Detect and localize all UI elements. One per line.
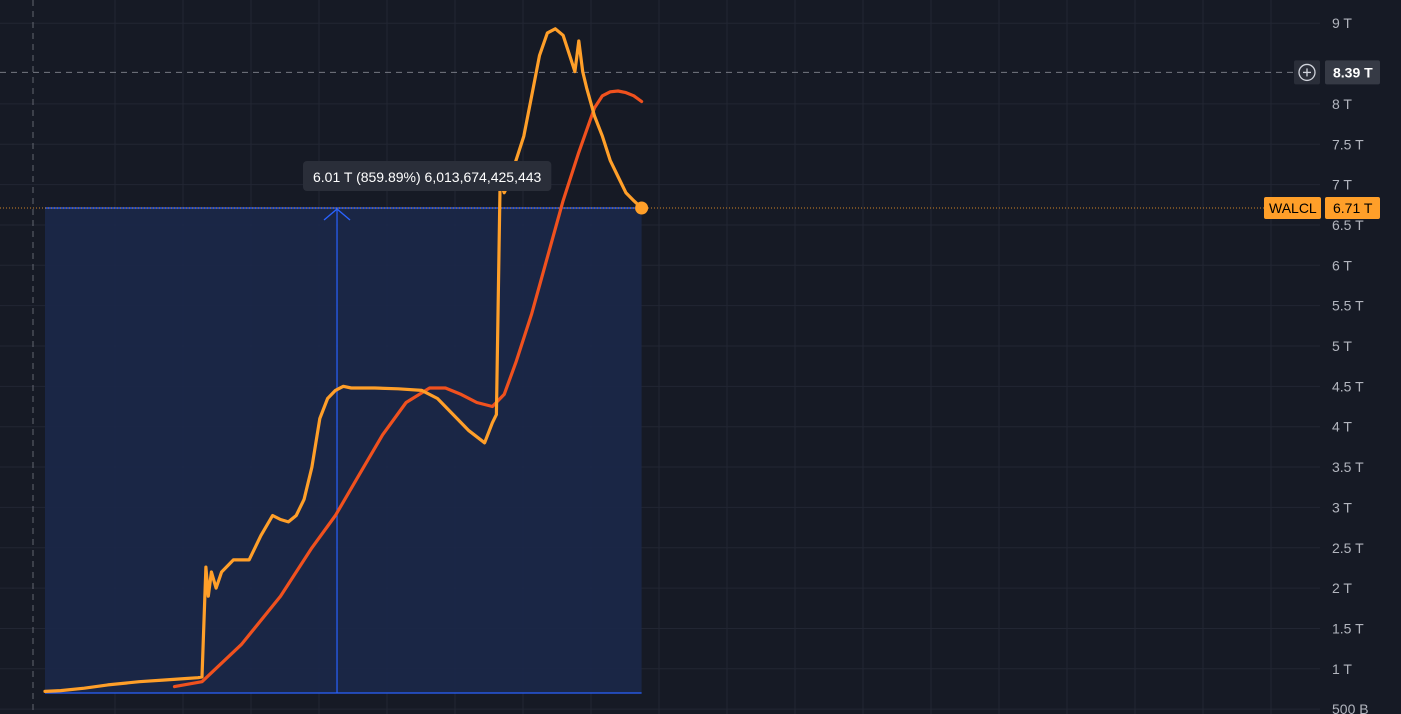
y-tick-label: 5.5 T: [1332, 298, 1364, 314]
y-tick-label: 2 T: [1332, 580, 1352, 596]
crosshair-price-label: 8.39 T: [1333, 64, 1373, 80]
y-tick-label: 5 T: [1332, 338, 1352, 354]
y-tick-label: 7.5 T: [1332, 136, 1364, 152]
series-name-tag: WALCL: [1264, 197, 1321, 220]
series-line: [43, 27, 644, 694]
measure-arrowhead: [323, 208, 351, 221]
series-line: [172, 89, 644, 689]
price-axis[interactable]: 500 B 1 T 1.5 T 2 T 2.5 T 3 T 3.5 T 4 T 4.5 T 5 T…: [1332, 15, 1369, 714]
y-tick-label: 4.5 T: [1332, 378, 1364, 394]
measure-range-box[interactable]: [45, 208, 642, 694]
crosshair-price-tag: 8.39 T: [1325, 60, 1380, 85]
last-price-tag: 6.71 T: [1325, 197, 1380, 220]
measure-tooltip-label: 6.01 T (859.89%) 6,013,674,425,443: [313, 169, 542, 185]
y-tick-label: 500 B: [1332, 701, 1369, 714]
last-price-label: 6.71 T: [1333, 200, 1373, 216]
series-layer: [43, 27, 644, 694]
series-name-label: WALCL: [1269, 200, 1317, 216]
y-tick-label: 6.5 T: [1332, 217, 1364, 233]
y-tick-label: 1 T: [1332, 661, 1352, 677]
crosshair-price-tag-background: [1325, 60, 1380, 85]
measure-tooltip: 6.01 T (859.89%) 6,013,674,425,443: [303, 161, 552, 191]
y-tick-label: 8 T: [1332, 96, 1352, 112]
y-tick-label: 3.5 T: [1332, 459, 1364, 475]
y-tick-label: 4 T: [1332, 419, 1352, 435]
series-name-tag-background: [1264, 197, 1321, 220]
last-value-dot: [635, 201, 649, 215]
y-tick-label: 6 T: [1332, 257, 1352, 273]
y-tick-label: 2.5 T: [1332, 540, 1364, 556]
measure-tooltip-background: [303, 161, 552, 191]
add-alert-button[interactable]: [1294, 60, 1320, 85]
y-tick-label: 9 T: [1332, 15, 1352, 31]
plus-circle-icon: [1298, 63, 1316, 82]
last-price-tag-background: [1325, 197, 1380, 220]
y-tick-label: 7 T: [1332, 177, 1352, 193]
y-tick-label: 1.5 T: [1332, 620, 1364, 636]
y-tick-label: 3 T: [1332, 499, 1352, 515]
